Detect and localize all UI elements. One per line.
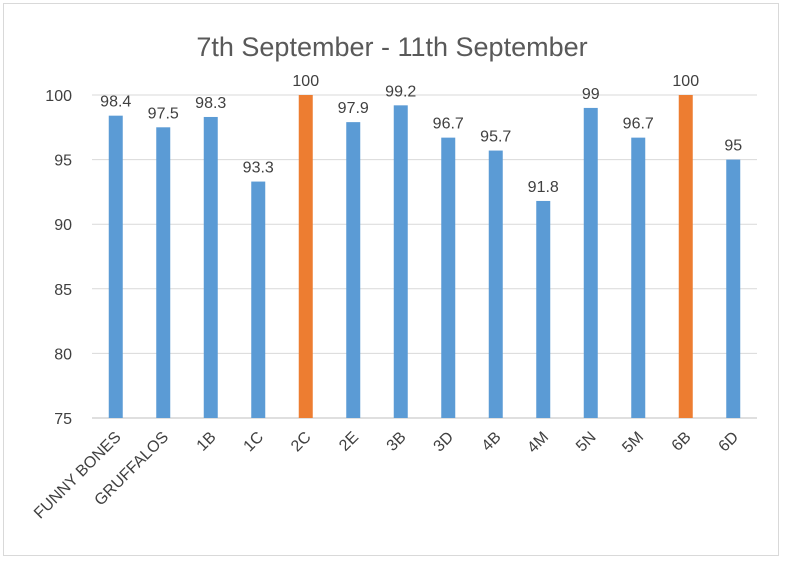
data-label: 95	[724, 138, 742, 155]
y-tick-label: 85	[54, 282, 72, 299]
x-tick-label: 5M	[619, 429, 647, 457]
x-tick-label: 1B	[194, 429, 220, 455]
data-label: 97.5	[148, 105, 179, 122]
data-label: 96.7	[623, 116, 654, 133]
data-label: 99	[582, 86, 600, 103]
x-tick-label: 4B	[479, 429, 505, 455]
y-tick-label: 100	[45, 88, 72, 105]
bars	[108, 95, 741, 419]
bar	[488, 150, 503, 418]
data-label: 100	[672, 73, 699, 90]
bar	[393, 105, 408, 418]
y-tick-label: 75	[54, 411, 72, 428]
bar	[441, 137, 456, 419]
data-label: 98.3	[195, 95, 226, 112]
bar	[726, 159, 741, 418]
bar	[251, 181, 266, 418]
bar	[298, 95, 313, 418]
gridlines	[92, 94, 757, 419]
data-label: 100	[292, 73, 319, 90]
data-label: 97.9	[338, 100, 369, 117]
y-tick-label: 90	[54, 217, 72, 234]
chart-title: 7th September - 11th September	[196, 32, 587, 62]
bar	[678, 95, 693, 418]
data-label: 96.7	[433, 116, 464, 133]
bar	[631, 137, 646, 419]
data-label: 99.2	[385, 83, 416, 100]
y-tick-label: 80	[54, 346, 72, 363]
x-tick-label: 6B	[669, 429, 695, 455]
x-tick-label: 2C	[288, 429, 314, 455]
bar	[583, 107, 598, 419]
y-axis-ticks: 75 80 85 90 95 100	[45, 88, 72, 428]
bar	[536, 200, 551, 418]
bar	[203, 116, 218, 419]
x-tick-label: 5N	[573, 429, 599, 455]
bar	[108, 115, 123, 418]
data-label: 98.4	[100, 94, 131, 111]
data-label: 93.3	[243, 160, 274, 177]
bar	[156, 127, 171, 419]
data-label: 91.8	[528, 179, 559, 196]
bar	[346, 122, 361, 419]
x-tick-label: 2E	[336, 429, 362, 455]
data-labels: 98.4 97.5 98.3 93.3 100 97.9 99.2 96.7 95.7 91.8 9…	[100, 73, 742, 196]
x-tick-label: 3D	[431, 429, 457, 455]
x-tick-label: 1C	[241, 429, 267, 455]
x-tick-label: 3B	[384, 429, 410, 455]
data-label: 95.7	[480, 129, 511, 146]
x-tick-label: 4M	[524, 429, 552, 457]
y-tick-label: 95	[54, 153, 72, 170]
x-tick-label: FUNNY BONES	[31, 429, 125, 523]
x-tick-label: 6D	[716, 429, 742, 455]
